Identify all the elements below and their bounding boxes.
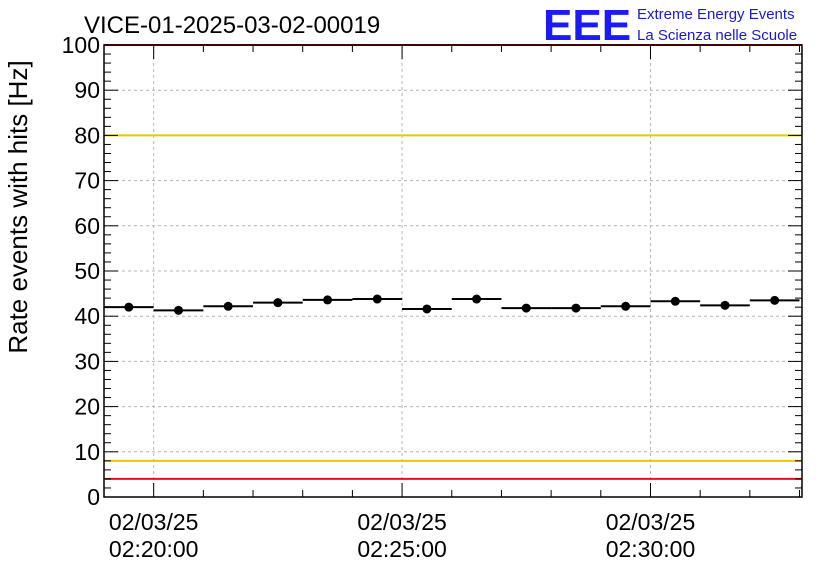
x-tick-time-label: 02:25:00: [357, 536, 447, 562]
data-point: [571, 303, 581, 313]
data-point: [720, 300, 730, 310]
y-tick-label: 30: [74, 348, 100, 374]
chart-title: VICE-01-2025-03-02-00019: [84, 12, 380, 39]
grid: [104, 44, 802, 498]
data-point: [670, 296, 680, 306]
x-tick-time-label: 02:20:00: [109, 536, 199, 562]
logo: EEE Extreme Energy Events La Scienza nel…: [543, 1, 797, 50]
tick-labels: 010203040506070809010002/03/2502:20:0002…: [62, 32, 696, 562]
logo-line-1: Extreme Energy Events: [637, 6, 795, 23]
data-point: [174, 305, 184, 315]
data-point: [770, 295, 780, 305]
y-tick-label: 90: [74, 77, 100, 103]
y-tick-label: 40: [74, 303, 100, 329]
y-tick-label: 0: [87, 484, 100, 510]
y-tick-label: 100: [62, 32, 100, 58]
data-point: [124, 302, 134, 312]
y-tick-label: 20: [74, 394, 100, 420]
logo-line-2: La Scienza nelle Scuole: [637, 27, 797, 44]
data-series: [104, 294, 800, 315]
data-point: [372, 294, 382, 304]
data-point: [521, 303, 531, 313]
x-tick-date-label: 02/03/25: [606, 509, 696, 535]
data-point: [223, 301, 233, 311]
axis-ticks: [103, 44, 802, 498]
data-point: [273, 298, 283, 308]
x-tick-date-label: 02/03/25: [357, 509, 447, 535]
y-tick-label: 70: [74, 168, 100, 194]
x-tick-time-label: 02:30:00: [606, 536, 696, 562]
data-point: [621, 301, 631, 311]
data-point: [422, 304, 432, 314]
logo-mark: EEE: [543, 1, 631, 50]
y-tick-label: 10: [74, 439, 100, 465]
data-point: [472, 294, 482, 304]
reference-lines: [104, 44, 802, 480]
x-tick-date-label: 02/03/25: [109, 509, 199, 535]
y-axis-label: Rate events with hits [Hz]: [3, 60, 33, 353]
y-tick-label: 60: [74, 213, 100, 239]
y-tick-label: 50: [74, 258, 100, 284]
data-point: [323, 295, 333, 305]
y-tick-label: 80: [74, 122, 100, 148]
